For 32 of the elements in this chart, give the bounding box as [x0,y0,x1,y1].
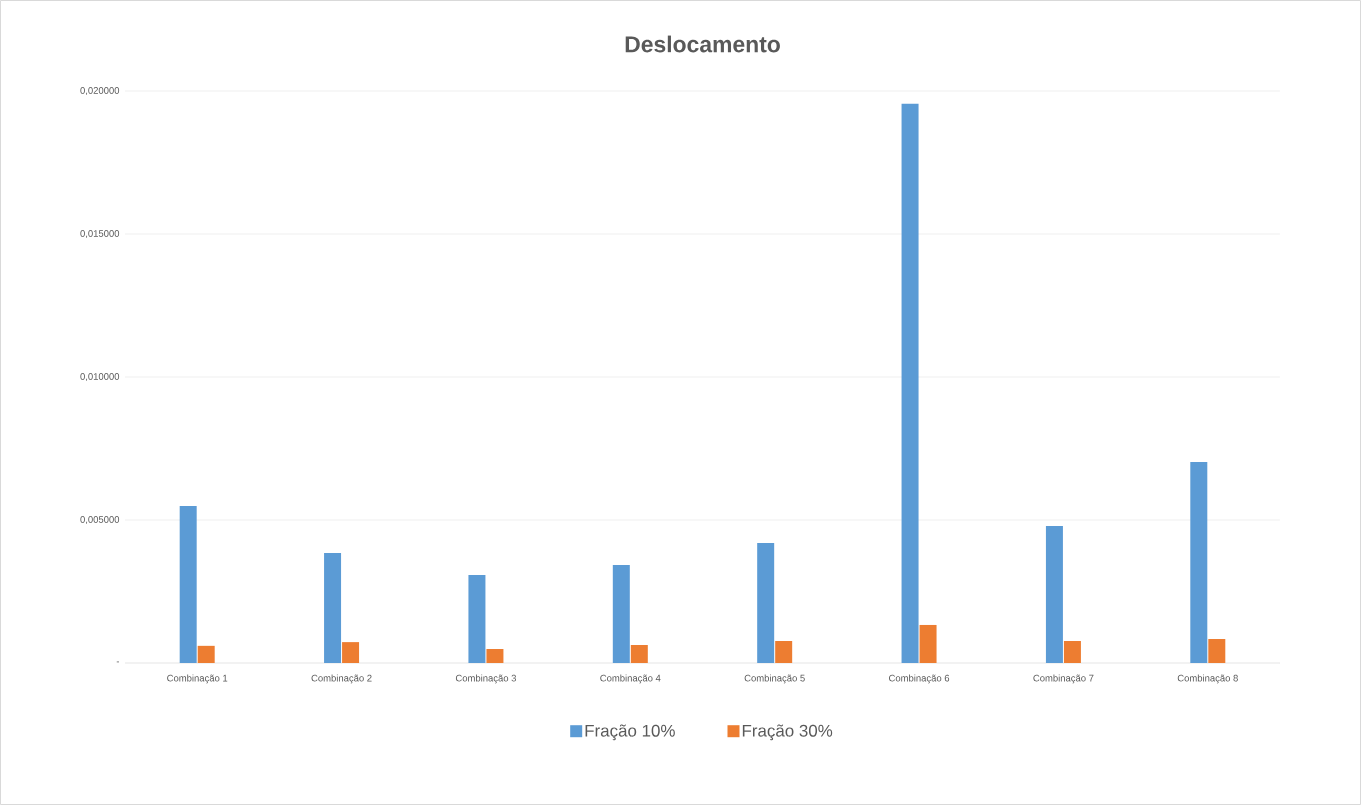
bar [901,103,919,663]
y-tick-label: 0,015000 [80,230,120,238]
bar [1045,526,1063,663]
bar [197,645,215,663]
bar [775,640,793,663]
x-tick-label: Combinação 3 [455,674,517,684]
bar [468,574,486,663]
bar [342,642,360,663]
chart-title: Deslocamento [625,35,780,53]
x-tick-label: Combinação 4 [600,674,661,684]
bar [919,624,937,663]
bar [630,644,648,663]
y-tick-label: 0,010000 [80,373,120,381]
legend-label: Fração 30% [742,724,833,741]
legend-label: Fração 10% [585,724,675,741]
bar [1190,461,1208,663]
x-tick-label: Combinação 1 [167,674,228,684]
bar [757,542,775,663]
bar [324,552,342,663]
y-tick-label: 0,005000 [80,516,120,524]
x-tick-label: Combinação 5 [744,674,805,684]
x-tick-label: Combinação 6 [889,674,950,684]
y-tick-label: - [116,661,120,663]
bar [612,564,630,663]
bar [1208,638,1226,663]
bar [486,648,504,663]
bar [1063,640,1081,663]
y-tick-label: 0,020000 [80,87,120,95]
x-tick-label: Combinação 7 [1033,674,1094,684]
bar [179,505,197,663]
x-tick-label: Combinação 2 [311,674,372,684]
x-tick-label: Combinação 8 [1177,674,1238,684]
